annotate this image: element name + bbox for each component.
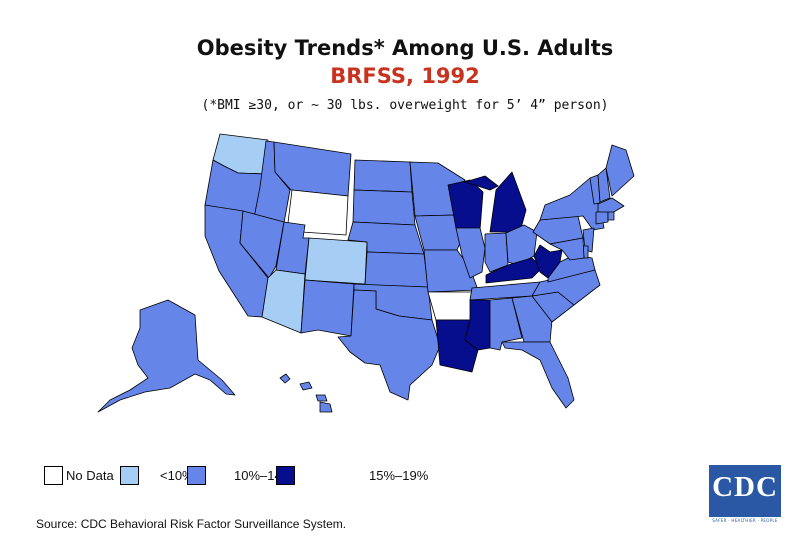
- state-ak: [97, 299, 236, 413]
- cdc-logo: CDC: [709, 465, 781, 517]
- legend-label-no-data: No Data: [66, 468, 114, 483]
- legend-label-lt10: <10%: [160, 468, 194, 483]
- state-nm: [300, 279, 355, 337]
- state-wi: [447, 179, 484, 231]
- state-nh: [597, 167, 611, 203]
- source-note: Source: CDC Behavioral Risk Factor Surve…: [36, 517, 347, 531]
- state-ri: [607, 211, 615, 221]
- state-md: [549, 237, 585, 261]
- state-mi: [464, 171, 527, 233]
- state-ar: [427, 291, 473, 321]
- state-ct: [595, 211, 609, 225]
- state-nv: [239, 210, 285, 279]
- legend-label-15-19: 15%–19%: [369, 468, 429, 483]
- cdc-logo-tagline: SAFER · HEALTHIER · PEOPLE: [712, 518, 778, 523]
- legend-swatch-lt10: [120, 466, 139, 485]
- state-co: [304, 237, 368, 285]
- legend-swatch-10-14: [187, 466, 206, 485]
- state-ma: [597, 197, 625, 214]
- state-in: [484, 232, 509, 273]
- state-me: [605, 144, 635, 197]
- state-az: [261, 269, 306, 334]
- page-subtitle: BRFSS, 1992: [330, 64, 480, 88]
- state-ks: [364, 251, 429, 288]
- state-wy: [286, 189, 349, 236]
- legend-swatch-15-19: [276, 466, 295, 485]
- page-title: Obesity Trends* Among U.S. Adults: [196, 36, 614, 60]
- legend-swatch-no-data: [44, 466, 63, 485]
- state-tx: [337, 289, 441, 401]
- state-pa: [532, 215, 584, 245]
- state-fl: [501, 341, 575, 409]
- state-nd: [353, 159, 413, 193]
- state-il: [455, 227, 486, 279]
- state-sd: [352, 189, 416, 226]
- state-hi: [279, 373, 333, 413]
- bmi-note: (*BMI ≥30, or ~ 30 lbs. overweight for 5…: [201, 98, 609, 113]
- legend: No Data <10% 10%–14% 15%–19%: [44, 464, 428, 488]
- state-wv: [533, 244, 563, 279]
- state-ga: [511, 295, 553, 343]
